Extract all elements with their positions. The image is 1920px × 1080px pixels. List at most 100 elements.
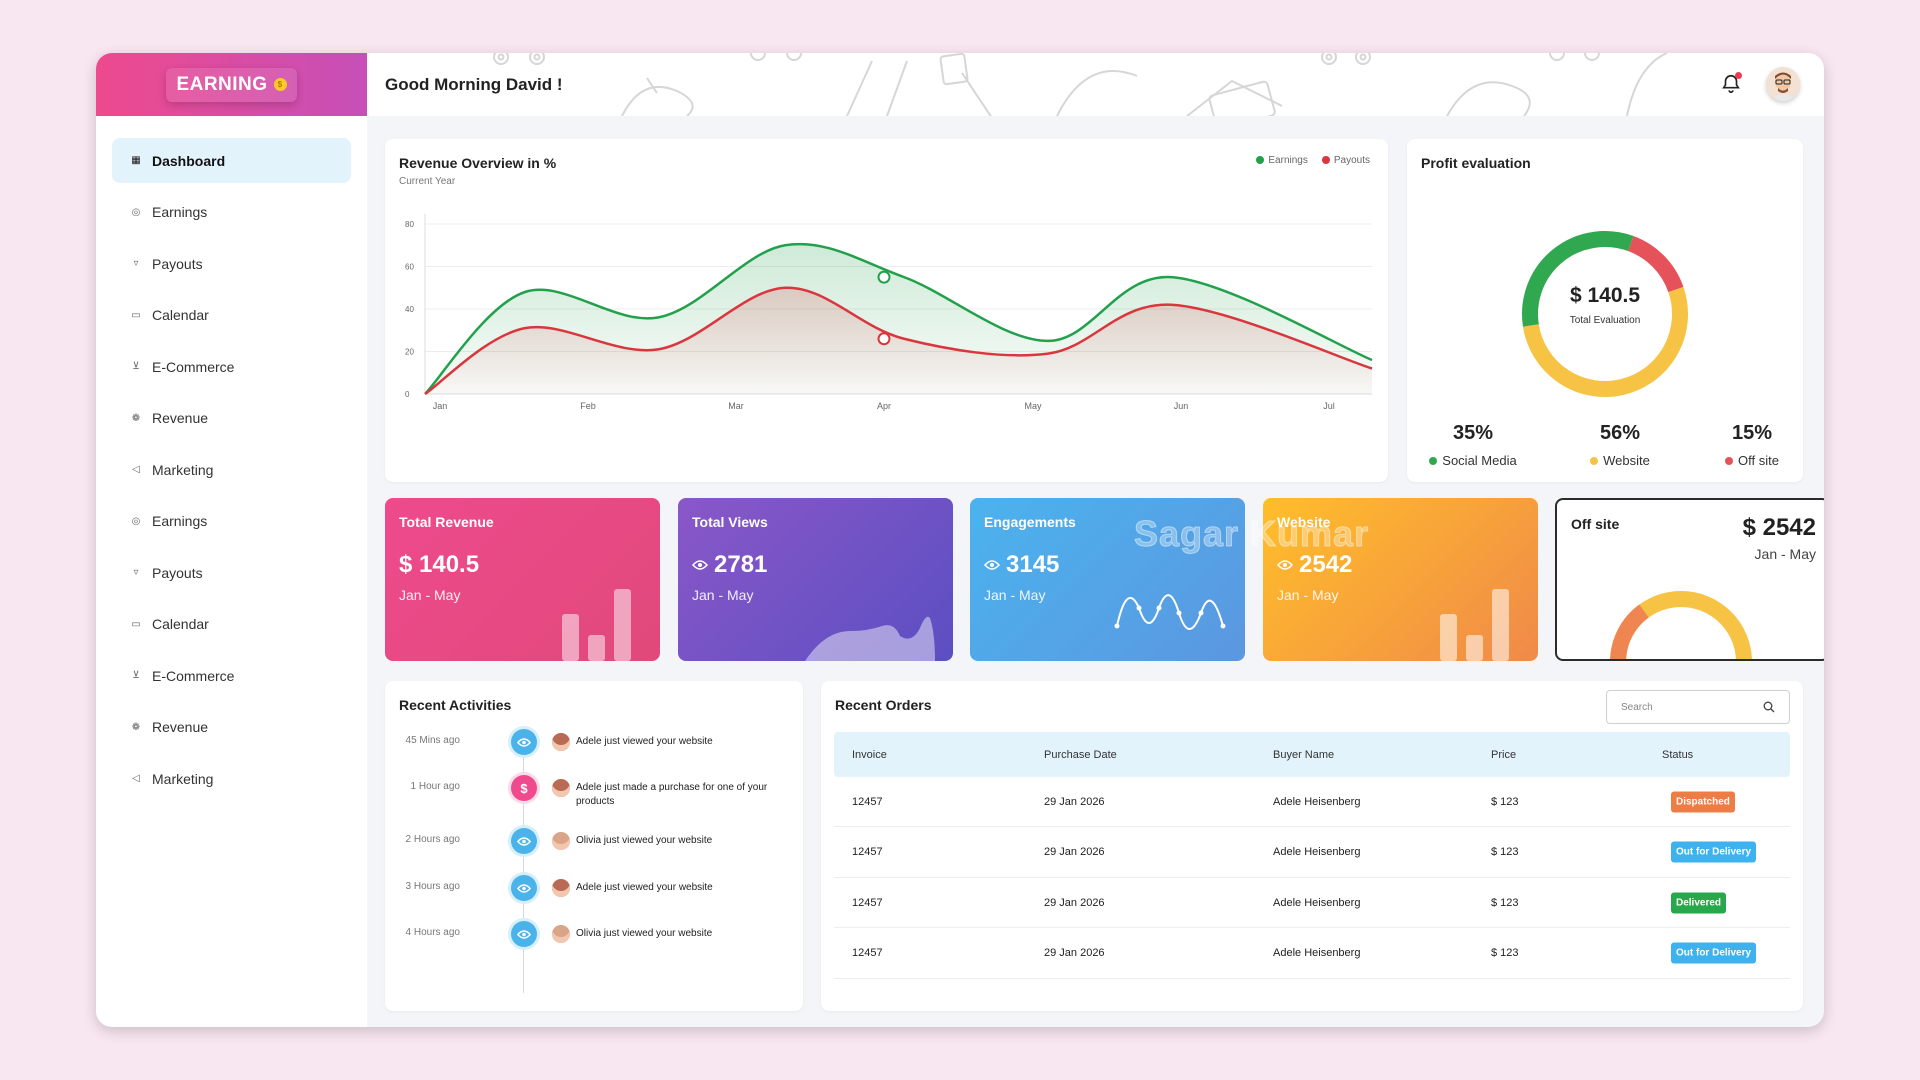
legend-payouts[interactable]: Payouts xyxy=(1321,155,1370,166)
donut-center-label: Total Evaluation xyxy=(1569,315,1641,326)
mini-bar xyxy=(562,614,579,661)
slice-name: Social Media xyxy=(1442,453,1517,468)
megaphone-icon: ◁ xyxy=(132,773,140,784)
stat-value-text: 2781 xyxy=(714,551,768,578)
table-row[interactable]: 12457 29 Jan 2026 Adele Heisenberg $ 123 Out… xyxy=(834,828,1790,878)
sidebar-item-revenue[interactable]: ❁ Revenue xyxy=(112,396,351,441)
sidebar-item-e-commerce[interactable]: ⊻ E-Commerce xyxy=(112,653,351,698)
activity-item[interactable]: 4 Hours ago Olivia just viewed your websi… xyxy=(385,915,803,955)
buyer-cell: Adele Heisenberg xyxy=(1273,846,1361,858)
revenue-overview-title: Revenue Overview in % xyxy=(399,155,557,171)
x-tick-label: Feb xyxy=(580,401,596,411)
payout-icon: ▿ xyxy=(133,567,139,578)
eye-icon xyxy=(1277,560,1293,570)
donut-slice-off-site xyxy=(1627,236,1684,293)
sidebar-item-label: Calendar xyxy=(152,307,209,323)
price-cell: $ 123 xyxy=(1491,947,1519,959)
stat-range: Jan - May xyxy=(692,587,754,603)
notification-bell-icon[interactable] xyxy=(1720,73,1742,95)
notification-dot xyxy=(1735,72,1742,79)
mini-gauge-chart xyxy=(1610,591,1752,659)
invoice-cell: 12457 xyxy=(852,846,883,858)
slice-legend-item[interactable]: Off site xyxy=(1682,453,1822,468)
sidebar-item-marketing[interactable]: ◁ Marketing xyxy=(112,447,351,492)
activity-text: Adele just viewed your website xyxy=(576,882,713,893)
activity-time: 1 Hour ago xyxy=(410,781,460,792)
greeting-text: Good Morning David ! xyxy=(385,75,563,94)
brand-logo[interactable]: EARNING $ xyxy=(166,67,297,102)
user-avatar[interactable] xyxy=(1766,67,1800,101)
table-row[interactable]: 12457 29 Jan 2026 Adele Heisenberg $ 123 Del… xyxy=(834,878,1790,928)
column-header[interactable]: Price xyxy=(1491,748,1517,761)
series-area-payouts xyxy=(425,287,1372,394)
sidebar-item-label: Revenue xyxy=(152,410,209,426)
sidebar-item-payouts[interactable]: ▿ Payouts xyxy=(112,241,351,286)
search-icon[interactable] xyxy=(1763,701,1775,713)
sidebar-item-marketing[interactable]: ◁ Marketing xyxy=(112,756,351,801)
stat-value: 2542 xyxy=(1277,551,1352,579)
activity-item[interactable]: 45 Mins ago Adele just viewed your websit… xyxy=(385,723,803,763)
table-row[interactable]: 12457 29 Jan 2026 Adele Heisenberg $ 123 Dis… xyxy=(834,777,1790,827)
activity-text: Olivia just viewed your website xyxy=(576,835,713,846)
sidebar-item-earnings[interactable]: ◎ Earnings xyxy=(112,499,351,544)
column-header[interactable]: Buyer Name xyxy=(1273,748,1335,761)
mini-bar xyxy=(1440,614,1457,661)
mini-bar xyxy=(1466,635,1483,661)
sidebar-item-dashboard[interactable]: ▦ Dashboard xyxy=(112,138,351,183)
legend-earnings[interactable]: Earnings xyxy=(1256,155,1308,166)
data-point-marker xyxy=(877,332,891,346)
cart-icon: ⊻ xyxy=(132,361,140,372)
activity-item[interactable]: 2 Hours ago Olivia just viewed your websi… xyxy=(385,822,803,862)
activity-text: Adele just viewed your website xyxy=(576,736,713,747)
buyer-cell: Adele Heisenberg xyxy=(1273,896,1361,909)
donut-slice-social-media xyxy=(1522,231,1634,327)
sidebar-item-payouts[interactable]: ▿ Payouts xyxy=(112,550,351,595)
coins-icon: ◎ xyxy=(131,515,141,527)
sidebar-item-calendar[interactable]: ▭ Calendar xyxy=(112,293,351,338)
stat-card-engagements[interactable]: Engagements 3145 Jan - May xyxy=(970,498,1245,661)
eye-icon xyxy=(511,875,537,901)
sidebar-item-earnings[interactable]: ◎ Earnings xyxy=(112,190,351,235)
slice-swatch xyxy=(1429,457,1438,465)
search-placeholder: Search xyxy=(1621,701,1653,713)
slice-swatch xyxy=(1725,457,1734,465)
sidebar-item-label: Earnings xyxy=(152,204,208,220)
sidebar-item-label: Payouts xyxy=(152,255,203,272)
avatar xyxy=(552,832,570,850)
orders-search-input[interactable]: Search xyxy=(1606,690,1790,724)
stat-card-website[interactable]: Website 2542 Jan - May xyxy=(1263,498,1538,661)
activity-text: Olivia just viewed your website xyxy=(576,928,713,939)
column-header[interactable]: Status xyxy=(1662,748,1694,761)
sidebar-item-label: Revenue xyxy=(152,719,209,735)
table-row[interactable]: 12457 29 Jan 2026 Adele Heisenberg $ 123 Out… xyxy=(834,929,1790,979)
column-header[interactable]: Purchase Date xyxy=(1044,748,1117,761)
slice-name: Off site xyxy=(1738,453,1779,468)
stat-card-total-views[interactable]: Total Views 2781 Jan - May xyxy=(678,498,953,661)
x-tick-label: Jul xyxy=(1323,401,1335,411)
activity-item[interactable]: 3 Hours ago Adele just viewed your websit… xyxy=(385,869,803,909)
data-point-marker xyxy=(877,270,891,284)
sidebar-item-label: E-Commerce xyxy=(152,667,235,684)
stat-card-total-revenue[interactable]: Total Revenue $ 140.5 Jan - May xyxy=(385,498,660,661)
stat-card-off-site[interactable]: Off site $ 2542 Jan - May xyxy=(1555,498,1824,661)
stat-value-text: 3145 xyxy=(1006,551,1060,578)
column-header[interactable]: Invoice xyxy=(852,748,887,761)
mini-bar xyxy=(588,635,605,661)
slice-legend-item[interactable]: Social Media xyxy=(1403,453,1543,468)
price-cell: $ 123 xyxy=(1491,846,1519,858)
sidebar-item-label: Payouts xyxy=(152,564,203,581)
sidebar-item-calendar[interactable]: ▭ Calendar xyxy=(112,602,351,647)
date-cell: 29 Jan 2026 xyxy=(1044,795,1105,808)
activity-item[interactable]: 1 Hour ago $ Adele just made a purchase fo… xyxy=(385,769,803,809)
calendar-icon: ▭ xyxy=(131,309,141,321)
chart-legend: Earnings Payouts xyxy=(1256,155,1370,166)
payout-icon: ▿ xyxy=(133,258,139,269)
sidebar-nav: ▦ Dashboard ◎ Earnings ▿ Payouts ▭ Calendar ⊻ E-C… xyxy=(96,116,367,801)
sidebar-item-revenue[interactable]: ❁ Revenue xyxy=(112,705,351,750)
donut-slice-website xyxy=(1522,286,1688,397)
stat-range: Jan - May xyxy=(984,587,1046,603)
eye-icon xyxy=(511,921,537,947)
slice-legend-item[interactable]: Website xyxy=(1550,453,1690,468)
sidebar-item-e-commerce[interactable]: ⊻ E-Commerce xyxy=(112,344,351,389)
eye-icon xyxy=(511,828,537,854)
